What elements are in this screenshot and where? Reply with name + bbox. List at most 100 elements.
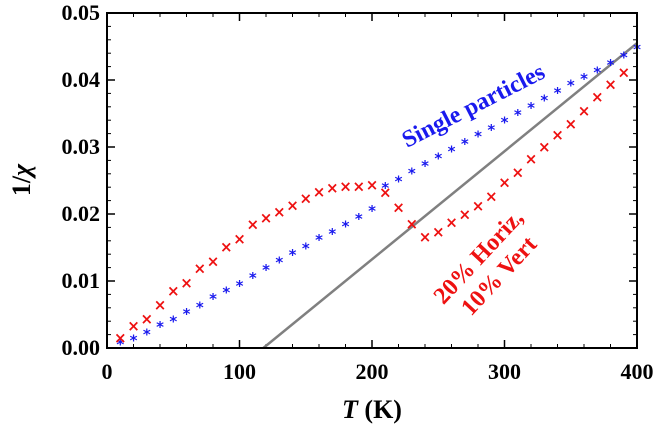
horiz-vert-point: ×: [617, 64, 630, 82]
y-tick-label: 0.05: [62, 0, 101, 25]
single-particle-point: *: [209, 290, 217, 308]
single-particle-point: *: [527, 99, 535, 117]
single-particle-point: *: [408, 164, 416, 182]
horiz-vert-point: ×: [233, 230, 246, 248]
single-particle-point: *: [116, 335, 124, 353]
single-particle-point: *: [381, 179, 389, 197]
single-particle-point: *: [395, 173, 403, 191]
horiz-vert-point: ×: [392, 198, 405, 216]
ticks-layer: 0 100 200 300 400 0.00 0.01 0.02 0.03 0.04 0.05: [62, 0, 654, 384]
horiz-vert-point: ×: [140, 310, 153, 328]
single-particle-point: *: [315, 231, 323, 249]
y-tick-label: 0.00: [62, 335, 101, 360]
single-particle-point: *: [461, 135, 469, 153]
single-particle-point: *: [474, 128, 482, 146]
horiz-vert-series: ×× ××× ×× ×× ×× × × × × × × × × × ×××× ×× × ××××××××××××: [114, 64, 630, 347]
single-particle-point: *: [222, 284, 230, 302]
x-axis-title-unit: (K): [358, 395, 402, 424]
horiz-vert-point: ×: [193, 259, 206, 277]
horiz-vert-point: ×: [246, 216, 259, 234]
horiz-vert-point: ×: [485, 188, 498, 206]
horiz-vert-point: ×: [167, 282, 180, 300]
horiz-vert-point: ×: [538, 138, 551, 156]
horiz-vert-point: ×: [564, 115, 577, 133]
single-particle-point: *: [328, 225, 336, 243]
y-axis-title-symbol: χ: [7, 163, 36, 179]
single-particle-point: *: [236, 277, 244, 295]
horiz-vert-point: ×: [366, 176, 379, 194]
horiz-vert-point: ×: [352, 178, 365, 196]
horiz-vert-point: ×: [299, 190, 312, 208]
single-particle-point: *: [554, 84, 562, 102]
single-particle-point: *: [262, 261, 270, 279]
horiz-vert-point: ×: [260, 209, 273, 227]
horiz-vert-point: ×: [286, 196, 299, 214]
single-particle-point: *: [143, 325, 151, 343]
single-particle-point: *: [620, 49, 628, 67]
single-particle-point: *: [249, 269, 257, 287]
single-particle-point: *: [183, 305, 191, 323]
horiz-vert-point: ×: [578, 102, 591, 120]
single-particle-point: *: [580, 70, 588, 88]
single-particle-point: *: [567, 77, 575, 95]
y-tick-label: 0.01: [62, 268, 101, 293]
horiz-vert-point: ×: [458, 206, 471, 224]
single-particle-point: *: [275, 254, 283, 272]
single-particle-point: *: [487, 121, 495, 139]
x-axis-title-symbol: T: [342, 395, 359, 424]
x-tick-label: 200: [356, 359, 389, 384]
single-particle-point: *: [514, 106, 522, 124]
horiz-vert-point: ×: [207, 253, 220, 271]
single-particle-point: *: [169, 313, 177, 331]
horiz-vert-point: ×: [604, 76, 617, 94]
single-particle-point: *: [368, 202, 376, 220]
single-particle-point: *: [156, 318, 164, 336]
plot-frame: [106, 12, 638, 349]
horiz-vert-point: ×: [154, 296, 167, 314]
y-tick-label: 0.04: [62, 67, 101, 92]
horiz-vert-point: ×: [339, 178, 352, 196]
y-tick-label: 0.02: [62, 201, 101, 226]
horiz-vert-point: ×: [180, 274, 193, 292]
horiz-vert-point: ×: [498, 174, 511, 192]
horiz-vert-point: ×: [445, 214, 458, 232]
horiz-vert-point: ×: [591, 88, 604, 106]
fit-line-layer: [262, 42, 638, 349]
single-particle-point: *: [540, 91, 548, 109]
single-particle-point: *: [501, 114, 509, 132]
x-tick-label: 0: [102, 359, 113, 384]
horiz-vert-point: ×: [379, 184, 392, 202]
horiz-vert-point: ×: [525, 150, 538, 168]
horiz-vert-point: ×: [551, 126, 564, 144]
fit-line: [262, 42, 638, 349]
x-tick-label: 300: [488, 359, 521, 384]
horiz-vert-point: ×: [127, 317, 140, 335]
horiz-vert-point: ×: [114, 329, 127, 347]
y-axis-title-prefix: 1/: [7, 175, 36, 196]
x-tick-label: 400: [621, 359, 654, 384]
x-tick-label: 100: [223, 359, 256, 384]
single-particle-point: *: [355, 210, 363, 228]
horiz-vert-point: ×: [326, 179, 339, 197]
horiz-vert-point: ×: [511, 163, 524, 181]
single-particle-point: *: [196, 298, 204, 316]
single-particle-point: *: [593, 63, 601, 81]
single-particle-point: *: [342, 217, 350, 235]
horiz-vert-point: ×: [472, 197, 485, 215]
single-particle-point: *: [607, 56, 615, 74]
horiz-vert-point: ×: [273, 203, 286, 221]
horiz-vert-point: ×: [313, 183, 326, 201]
x-axis-title: T (K): [342, 395, 402, 424]
single-particle-point: *: [289, 246, 297, 264]
single-particle-point: *: [302, 240, 310, 258]
single-particle-point: *: [130, 331, 138, 349]
y-tick-label: 0.03: [62, 134, 101, 159]
horiz-vert-point: ×: [432, 223, 445, 241]
y-axis-title: 1/χ: [7, 163, 36, 196]
single-particle-point: *: [448, 142, 456, 160]
single-particle-point: *: [421, 157, 429, 175]
horiz-vert-point: ×: [220, 238, 233, 256]
horiz-vert-point: ×: [419, 228, 432, 246]
horiz-vert-point: ×: [405, 215, 418, 233]
